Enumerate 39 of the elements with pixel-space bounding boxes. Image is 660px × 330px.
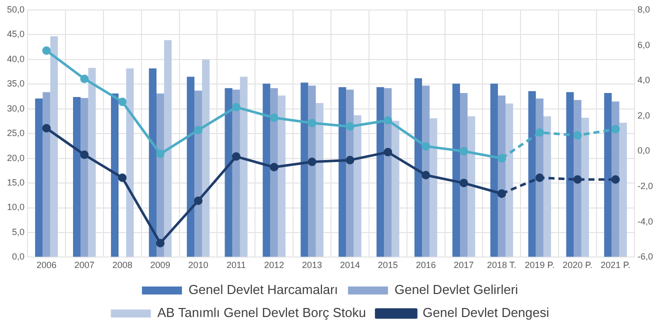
y2-tick-label: 0,0 (637, 146, 650, 156)
x-tick-label: 2019 P. (524, 260, 555, 270)
x-tick-label: 2007 (74, 260, 94, 270)
x-tick-label: 2015 (378, 260, 398, 270)
x-tick-label: 2009 (150, 260, 170, 270)
y-tick-label: 50,0 (6, 4, 25, 14)
y2-tick-label: 2,0 (637, 110, 650, 120)
x-tick-label: 2021 P. (600, 260, 630, 270)
x-tick-label: 2014 (340, 260, 360, 270)
y-tick-label: 0,0 (12, 252, 25, 262)
legend-label: Genel Devlet Dengesi (422, 305, 550, 320)
y2-tick-label: -2,0 (637, 181, 654, 192)
y-tick-label: 5,0 (12, 226, 25, 237)
y-tick-label: 20,0 (6, 152, 25, 163)
y2-tick-label: 4,0 (637, 75, 650, 86)
x-tick-label: 2020 P. (562, 260, 593, 270)
y2-tick-label: 8,0 (637, 4, 650, 14)
legend-label: Genel Devlet Gelirleri (394, 282, 518, 298)
legend-label: AB Tanımlı Genel Devlet Borç Stoku (157, 305, 366, 320)
x-tick-label: 2006 (36, 260, 56, 270)
y-tick-label: 45,0 (6, 29, 25, 40)
y2-tick-label: -4,0 (637, 216, 654, 226)
x-tick-label: 2010 (188, 260, 208, 270)
y-tick-label: 10,0 (6, 202, 25, 212)
x-tick-label: 2008 (112, 260, 132, 270)
x-tick-label: 2018 T. (487, 260, 516, 270)
x-tick-label: 2016 (416, 260, 436, 270)
x-tick-label: 2012 (264, 260, 284, 270)
x-tick-label: 2011 (226, 260, 246, 270)
x-tick-label: 2017 (454, 260, 474, 270)
y2-tick-label: 6,0 (637, 40, 650, 50)
y-tick-label: 30,0 (6, 103, 25, 114)
y-tick-label: 35,0 (6, 78, 25, 89)
y-tick-label: 15,0 (6, 178, 25, 188)
y2-tick-label: -6,0 (637, 252, 654, 262)
y-tick-label: 25,0 (6, 128, 25, 138)
y-tick-label: 40,0 (6, 54, 25, 64)
x-tick-label: 2013 (302, 260, 322, 270)
legend-label: Genel Devlet Harcamaları (188, 282, 338, 298)
